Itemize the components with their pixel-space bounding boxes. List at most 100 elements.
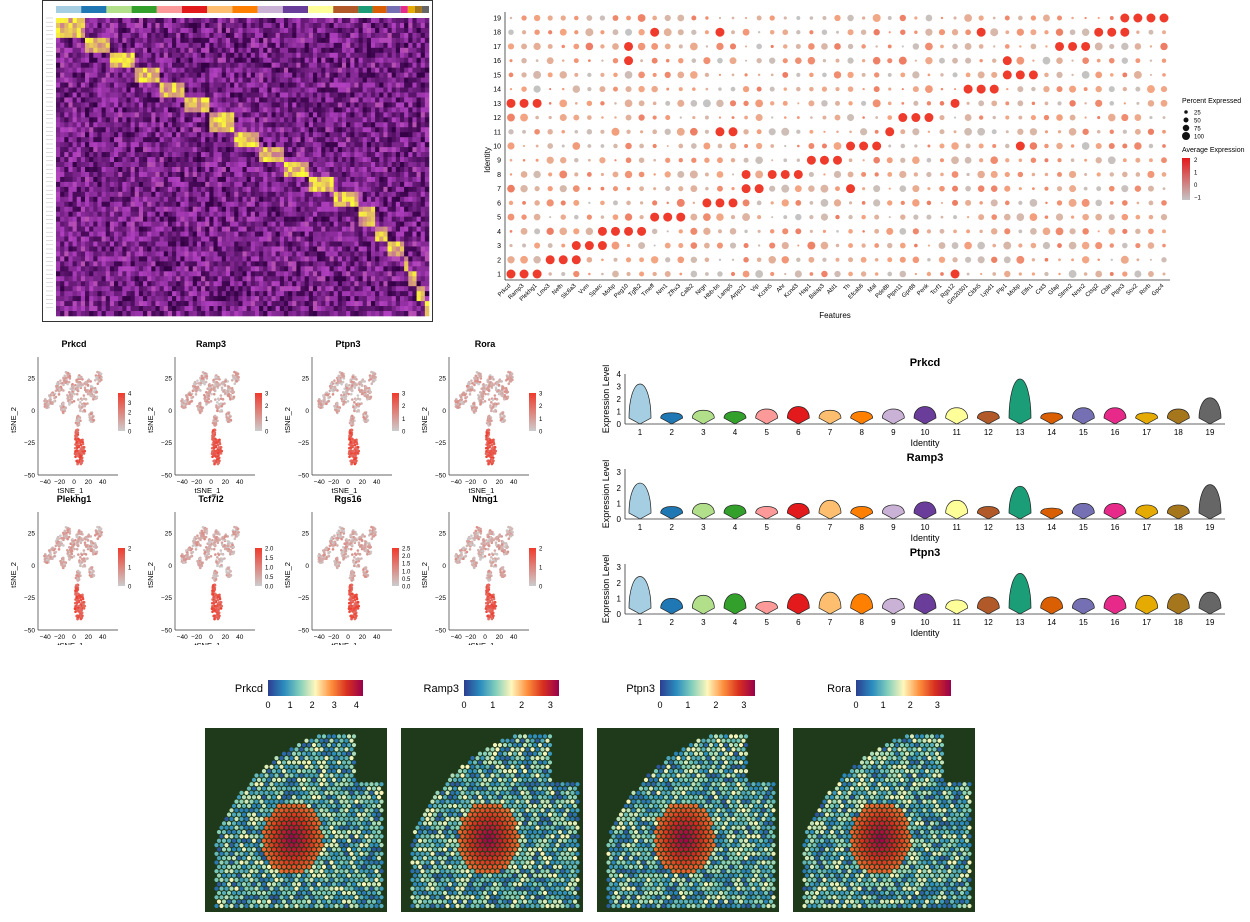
heatmap-cell [72,246,78,252]
heatmap-cell [304,176,310,183]
heatmap-cell [358,281,363,287]
heatmap-cell [192,57,198,63]
heatmap-cell [122,57,127,63]
heatmap-cell [358,176,363,183]
heatmap-cell [408,107,413,113]
heatmap-cell [80,42,86,49]
heatmap-cell [85,127,90,133]
heatmap-cell [375,52,380,59]
heatmap-cell [151,37,156,44]
heatmap-cell [155,42,160,49]
heatmap-cell [56,281,61,287]
heatmap-cell [279,27,285,34]
heatmap-cell [366,67,372,73]
heatmap-cell [354,77,359,83]
heatmap-cell [412,181,417,188]
heatmap-cell [279,281,285,287]
heatmap-cell [308,196,314,203]
heatmap-cell [209,246,214,252]
heatmap-cell [109,152,115,158]
heatmap-cell [143,201,148,208]
heatmap-cell [213,276,218,282]
heatmap-cell [275,261,281,267]
heatmap-cell [395,18,401,24]
heatmap-cell [221,102,227,108]
heatmap-cell [176,67,181,73]
heatmap-cell [259,92,264,98]
heatmap-cell [76,57,82,63]
heatmap-cell [93,142,98,148]
heatmap-cell [329,112,334,118]
heatmap-cell [97,181,102,188]
heatmap-cell [221,122,227,128]
heatmap-cell [246,127,252,133]
heatmap-cell [408,37,413,44]
heatmap-cell [60,57,65,63]
heatmap-cell [283,167,289,173]
heatmap-cell [143,167,148,173]
heatmap-cell [259,37,264,44]
heatmap-cell [358,221,363,227]
heatmap-cell [366,137,372,143]
heatmap-cell [271,107,276,113]
heatmap-cell [275,231,281,237]
heatmap-cell [341,256,347,262]
heatmap-cell [308,157,314,163]
heatmap-cell [271,226,276,232]
heatmap-cell [109,27,115,34]
heatmap-cell [424,226,430,232]
heatmap-cell [147,62,152,68]
heatmap-cell [296,211,301,217]
heatmap-cell [97,191,102,198]
heatmap-cell [68,18,73,24]
heatmap-cell [159,271,165,277]
heatmap-cell [300,137,305,143]
heatmap-cell [242,261,247,267]
heatmap-cell [333,77,339,83]
heatmap-cell [337,147,343,153]
heatmap-cell [300,266,305,272]
heatmap-cell [143,147,148,153]
heatmap-cell [259,102,264,108]
heatmap-cell [217,186,223,193]
heatmap-cell [134,142,140,148]
heatmap-cell [234,107,239,113]
heatmap-cell [250,107,256,113]
heatmap-cell [101,112,107,118]
heatmap-cell [68,186,73,193]
heatmap-cell [395,122,401,128]
heatmap-cell [118,266,123,272]
heatmap-cell [138,281,144,287]
heatmap-cell [76,246,82,252]
heatmap-cell [217,77,223,83]
heatmap-cell [346,276,351,282]
heatmap-cell [89,231,94,237]
heatmap-cell [267,251,272,257]
heatmap-cell [387,117,392,123]
heatmap-cell [180,162,185,168]
heatmap-cell [167,72,173,78]
heatmap-cell [242,186,247,193]
heatmap-cell [217,241,223,247]
heatmap-cell [329,231,334,237]
heatmap-cell [420,77,426,83]
heatmap-cell [101,271,107,277]
heatmap-cell [205,266,210,272]
heatmap-cell [184,206,189,212]
heatmap-cell [130,271,136,277]
heatmap-cell [375,176,380,183]
heatmap-cell [346,271,351,277]
heatmap-cell [101,97,107,103]
heatmap-cell [188,102,194,108]
heatmap-cell [80,112,86,118]
heatmap-cell [163,206,169,212]
heatmap-cell [130,181,136,188]
heatmap-cell [292,57,297,63]
heatmap-cell [167,201,173,208]
heatmap-cell [246,236,252,242]
heatmap-cell [329,37,334,44]
heatmap-cell [358,196,363,203]
heatmap-cell [184,112,189,118]
heatmap-cell [312,32,318,39]
heatmap-cell [130,62,136,68]
